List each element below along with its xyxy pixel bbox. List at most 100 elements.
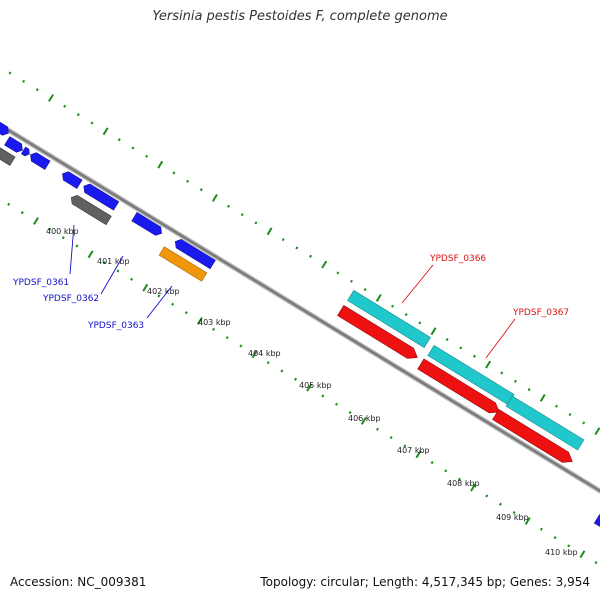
tick-label-409: 409 kbp	[496, 513, 529, 522]
tick-mark	[470, 483, 477, 492]
tick-mark	[513, 379, 517, 383]
tick-label-410: 410 kbp	[545, 548, 578, 557]
gene-cyan-3[interactable]	[505, 395, 585, 451]
gene-blue-1[interactable]	[0, 120, 11, 138]
tick-label-405: 405 kbp	[299, 381, 332, 390]
tick-label-402: 402 kbp	[147, 287, 180, 296]
tick-mark	[582, 421, 586, 425]
gene-labels: YPDSF_0361 YPDSF_0362 YPDSF_0363 YPDSF_0…	[12, 254, 569, 331]
tick-label-406: 406 kbp	[348, 414, 381, 423]
tick-mark	[184, 311, 188, 315]
gene-orange-1[interactable]	[158, 246, 208, 282]
tick-mark	[145, 154, 149, 158]
gene-blue-6[interactable]	[81, 182, 120, 211]
gene-red-1[interactable]	[337, 305, 420, 362]
tick-mark	[404, 313, 408, 317]
tick-mark	[430, 461, 434, 465]
scale-labels: 400 kbp 401 kbp 402 kbp 403 kbp 404 kbp …	[46, 227, 578, 557]
tick-mark	[539, 393, 546, 402]
gene-blue-7[interactable]	[131, 212, 165, 237]
tick-mark	[33, 217, 39, 225]
gene-red-2[interactable]	[417, 358, 503, 417]
tick-mark	[403, 444, 407, 448]
accession-text: Accession: NC_009381	[10, 575, 147, 589]
tick-mark	[254, 221, 258, 225]
tick-mark	[335, 402, 338, 406]
tick-mark	[172, 171, 176, 175]
tick-mark	[90, 121, 94, 125]
tick-mark	[22, 79, 26, 83]
gene-label-ypdsf-0366[interactable]: YPDSF_0366	[429, 254, 486, 264]
tick-mark	[8, 71, 12, 75]
tick-mark	[594, 560, 598, 565]
tick-mark	[227, 204, 231, 208]
tick-mark	[430, 327, 437, 336]
tick-label-407: 407 kbp	[397, 446, 430, 455]
tick-mark	[524, 516, 531, 525]
tick-mark	[266, 227, 273, 236]
gene-blue-3[interactable]	[21, 146, 31, 157]
tick-mark	[348, 411, 352, 415]
tick-mark	[240, 213, 244, 217]
tick-mark	[415, 450, 422, 459]
tick-mark	[309, 254, 313, 258]
gene-blue-4[interactable]	[28, 151, 51, 170]
tick-mark	[539, 527, 543, 531]
tick-mark	[186, 179, 190, 183]
gene-red-3[interactable]	[492, 409, 575, 466]
tick-mark	[211, 193, 218, 202]
tick-mark	[48, 227, 52, 231]
gene-gray-1[interactable]	[0, 145, 16, 166]
tick-mark	[131, 146, 135, 150]
gene-features	[0, 120, 600, 530]
gene-label-ypdsf-0363[interactable]: YPDSF_0363	[87, 321, 144, 331]
tick-mark	[76, 113, 80, 117]
tick-mark	[485, 494, 489, 498]
gene-label-ypdsf-0361[interactable]: YPDSF_0361	[12, 278, 69, 288]
tick-mark	[102, 127, 109, 136]
tick-mark	[199, 188, 203, 192]
tick-mark	[375, 293, 382, 302]
topology-text: Topology: circular; Length: 4,517,345 bp…	[260, 575, 590, 589]
tick-mark	[157, 160, 164, 169]
tick-label-400: 400 kbp	[46, 227, 79, 236]
tick-mark	[336, 271, 340, 275]
tick-mark	[500, 371, 504, 375]
tick-mark	[130, 277, 134, 281]
tick-mark	[418, 321, 422, 325]
tick-mark	[281, 238, 285, 242]
tick-mark	[295, 246, 299, 250]
tick-mark	[251, 350, 258, 359]
tick-mark	[87, 250, 94, 259]
gene-cyan-1[interactable]	[347, 290, 431, 348]
tick-mark	[35, 88, 39, 92]
tick-mark	[553, 535, 557, 540]
tick-mark	[196, 316, 203, 325]
gene-label-ypdsf-0367[interactable]: YPDSF_0367	[512, 308, 569, 318]
tick-mark	[117, 138, 121, 142]
tick-mark	[116, 269, 120, 273]
genome-backbone	[0, 122, 600, 494]
tick-mark	[102, 261, 106, 265]
tick-mark	[321, 260, 328, 269]
tick-mark	[444, 469, 448, 473]
tick-mark	[389, 436, 393, 440]
gene-blue-8[interactable]	[173, 237, 216, 270]
tick-mark	[360, 416, 367, 425]
tick-mark	[363, 288, 367, 292]
tick-mark	[171, 302, 175, 306]
tick-mark	[280, 369, 284, 373]
tick-mark	[306, 383, 313, 392]
gene-gray-2[interactable]	[69, 193, 112, 226]
tick-label-404: 404 kbp	[248, 349, 281, 358]
tick-mark	[239, 344, 243, 348]
tick-mark	[142, 283, 149, 292]
gene-label-ypdsf-0362[interactable]: YPDSF_0362	[42, 294, 99, 304]
tick-mark	[527, 388, 531, 392]
tick-mark	[568, 412, 572, 417]
gene-blue-5[interactable]	[60, 170, 83, 189]
gene-blue-9[interactable]	[593, 514, 600, 530]
gene-blue-2[interactable]	[4, 136, 26, 155]
